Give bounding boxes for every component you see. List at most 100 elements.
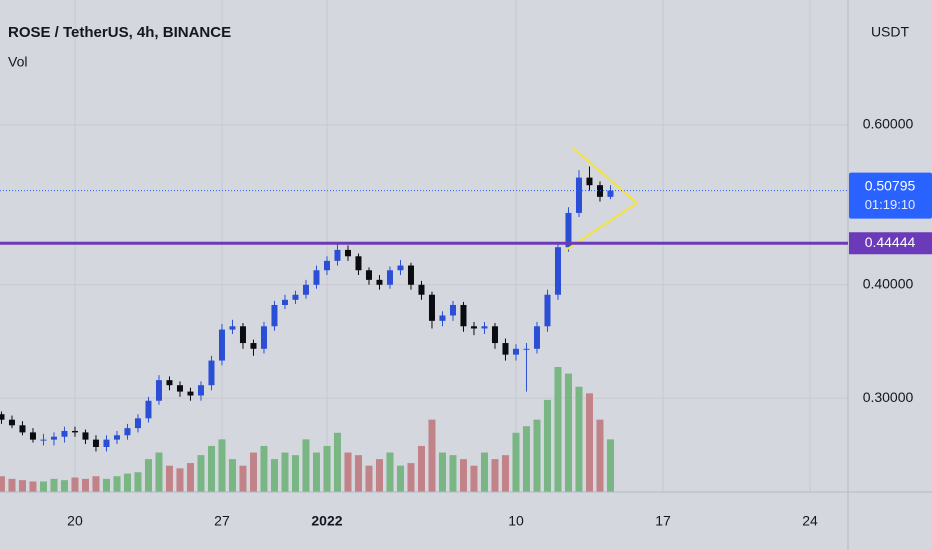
candle-body [260, 326, 267, 349]
candle-body [155, 380, 162, 401]
candle-body [428, 294, 435, 321]
volume-bar [522, 426, 530, 492]
volume-bar [407, 463, 415, 492]
last-price-box [849, 172, 932, 219]
volume-bar [386, 452, 394, 492]
volume-bar [197, 455, 205, 492]
candle-body [229, 326, 236, 330]
candle-body [19, 425, 26, 433]
candle-body [407, 265, 414, 285]
y-tick-label: 0.30000 [863, 389, 914, 405]
volume-bar [501, 455, 509, 492]
y-tick-label: 0.40000 [863, 275, 914, 291]
volume-bar [260, 445, 268, 492]
volume-bar [186, 463, 194, 492]
volume-label: Vol [8, 54, 27, 70]
candle-body [334, 249, 341, 261]
volume-bar [606, 439, 614, 492]
candle-body [8, 419, 15, 426]
volume-bar [270, 459, 278, 492]
volume-bar [365, 465, 373, 492]
candle-body [302, 284, 309, 295]
volume-bar [375, 459, 383, 492]
x-tick-label: 24 [802, 513, 818, 529]
candle-body [575, 177, 582, 213]
candle-body [71, 430, 78, 433]
candle-body [397, 265, 404, 271]
volume-pane [0, 367, 614, 492]
volume-bar [312, 452, 320, 492]
volume-bar [480, 452, 488, 492]
x-tick-label: 10 [508, 513, 524, 529]
volume-bar [18, 480, 26, 492]
volume-bar [92, 476, 100, 492]
volume-bar [459, 459, 467, 492]
volume-bar [0, 476, 5, 492]
volume-bar [165, 465, 173, 492]
candle-body [544, 294, 551, 327]
y-tick-label: 0.60000 [863, 116, 914, 132]
volume-bar [123, 473, 131, 492]
candle-body [376, 279, 383, 285]
last-price-label: 0.50795 [865, 177, 916, 193]
volume-bar [134, 472, 142, 492]
candle-body [607, 190, 614, 197]
candle-body [470, 326, 477, 329]
volume-bar [564, 373, 572, 492]
candle-body [418, 284, 425, 295]
volume-bar [50, 478, 58, 492]
volume-bar [102, 478, 110, 492]
candle-body [523, 348, 530, 350]
candle-body [586, 177, 593, 186]
candle-body [239, 326, 246, 344]
y-axis-label: USDT [871, 24, 910, 40]
candle-body [40, 439, 47, 441]
x-tick-label: 17 [655, 513, 671, 529]
volume-bar [155, 452, 163, 492]
level-label: 0.44444 [865, 234, 916, 250]
volume-bar [176, 468, 184, 492]
volume-bar [239, 465, 247, 492]
volume-bar [29, 481, 37, 492]
countdown-label: 01:19:10 [865, 197, 916, 212]
volume-bar [8, 478, 16, 492]
candle-body [29, 432, 36, 440]
candle-body [176, 385, 183, 392]
candle-body [113, 435, 120, 440]
volume-bar [438, 452, 446, 492]
candle-body [134, 418, 141, 429]
volume-bar [543, 399, 551, 492]
volume-bar [354, 455, 362, 492]
volume-bar [323, 445, 331, 492]
volume-bar [281, 452, 289, 492]
candle-body [271, 304, 278, 327]
candle-body [323, 260, 330, 271]
volume-bar [218, 439, 226, 492]
candle-body [460, 304, 467, 327]
candle-body [145, 400, 152, 419]
candle-body [386, 270, 393, 285]
axes: 0.30000 0.40000 0.60000 20 27 2022 10 17 24 0.444… [0, 116, 932, 529]
volume-bar [575, 386, 583, 492]
candle-body [197, 385, 204, 396]
volume-bar [113, 476, 121, 492]
candle-body [481, 326, 488, 329]
candle-body [208, 360, 215, 386]
pennant-drawing [565, 147, 639, 251]
candle-body [491, 326, 498, 344]
candle-body [554, 247, 561, 295]
candle-body [512, 348, 519, 355]
x-tick-label: 27 [214, 513, 230, 529]
candle-body [166, 380, 173, 386]
candle-body [533, 326, 540, 349]
volume-bar [60, 480, 68, 492]
candle-body [0, 414, 5, 420]
volume-bar [596, 419, 604, 492]
volume-bar [344, 452, 352, 492]
candle-body [218, 329, 225, 361]
candle-body [92, 439, 99, 447]
volume-bar [417, 445, 425, 492]
volume-bar [554, 367, 562, 492]
